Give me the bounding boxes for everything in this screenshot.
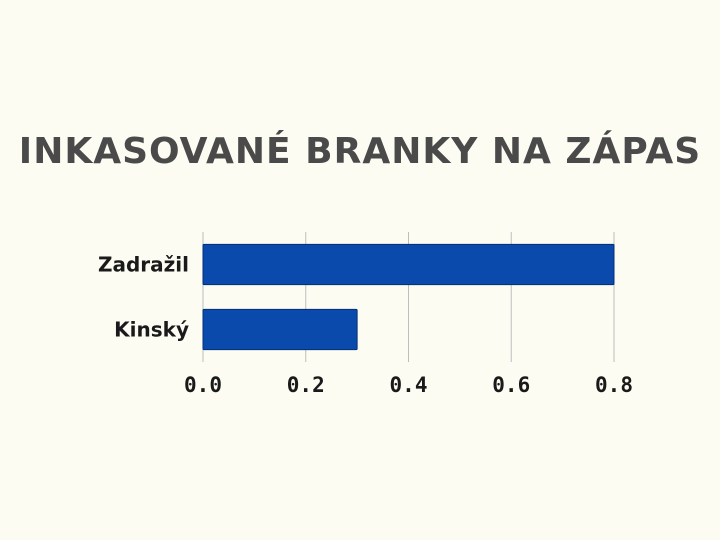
category-labels: Zadražil Kinský [98, 253, 189, 342]
x-tick-label-0: 0.0 [184, 373, 222, 397]
x-tick-label-1: 0.2 [287, 373, 325, 397]
bar-1 [202, 308, 358, 351]
x-tick-label-2: 0.4 [390, 373, 428, 397]
x-tick-label-4: 0.8 [595, 373, 633, 397]
category-label-1: Kinský [114, 318, 189, 342]
bar-0 [202, 243, 615, 286]
chart-title: INKASOVANÉ BRANKY NA ZÁPAS [18, 131, 702, 172]
x-tick-labels: 0.0 0.2 0.4 0.6 0.8 [184, 373, 633, 397]
bars [202, 243, 615, 351]
x-tick-label-3: 0.6 [492, 373, 530, 397]
category-label-0: Zadražil [98, 253, 189, 277]
